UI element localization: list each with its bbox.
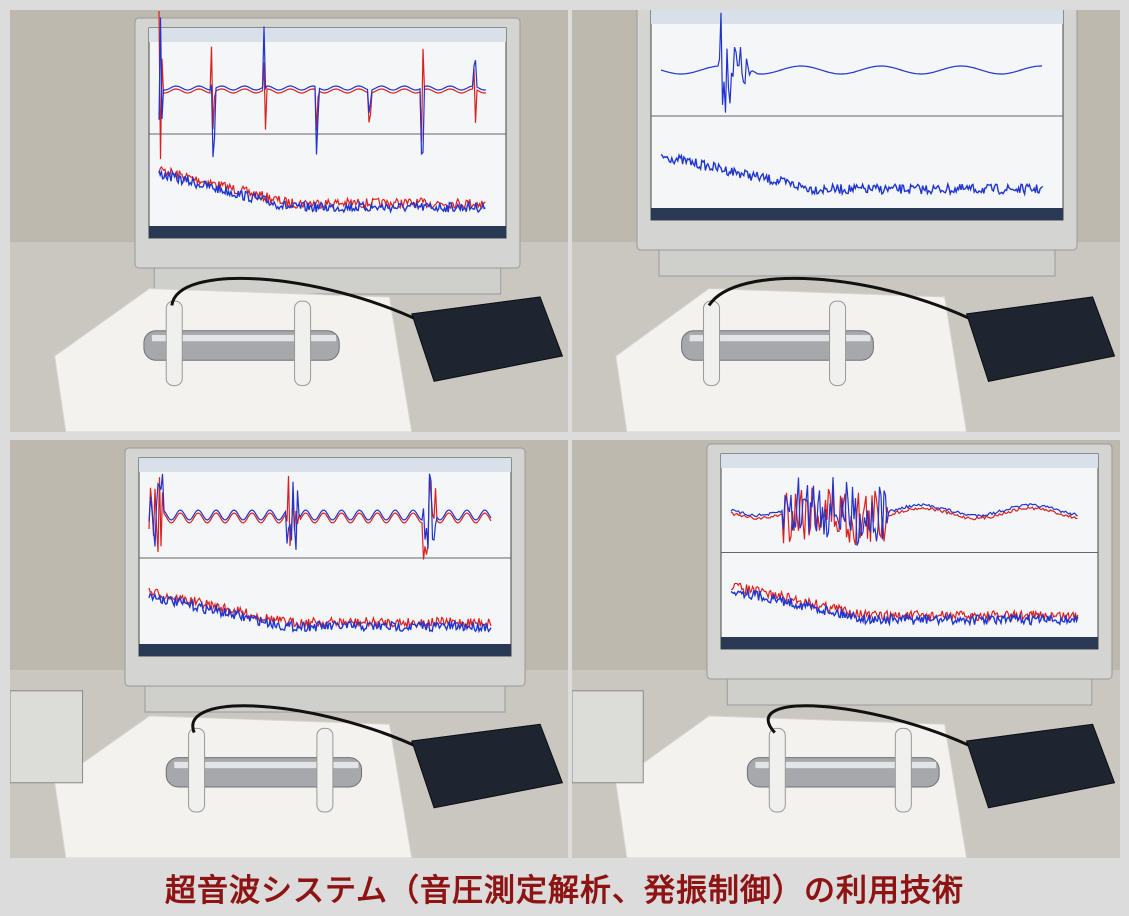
- signal-generator: [10, 691, 83, 783]
- taskbar: [149, 226, 506, 238]
- toolbar: [721, 454, 1098, 468]
- caption: 超音波システム（音圧測定解析、発振制御）の利用技術: [0, 858, 1129, 916]
- photo-panel: [572, 440, 1120, 858]
- taskbar: [139, 644, 511, 656]
- sensor-right: [895, 728, 911, 812]
- sensor-right: [295, 301, 311, 385]
- signal-generator: [572, 691, 643, 783]
- sensor-left: [166, 301, 182, 385]
- sensor-left: [704, 301, 720, 385]
- toolbar: [651, 10, 1063, 24]
- sensor-right: [317, 728, 333, 812]
- toolbar: [139, 458, 511, 472]
- photo-panel: [572, 0, 1120, 432]
- monitor-stand: [659, 250, 1055, 276]
- scene: [10, 10, 568, 432]
- toolbar: [149, 28, 506, 42]
- scene: [10, 440, 568, 858]
- screen: [651, 10, 1063, 220]
- scene: [572, 0, 1120, 432]
- monitor-stand: [727, 679, 1092, 705]
- monitor-stand: [145, 686, 505, 712]
- taskbar: [721, 637, 1098, 649]
- page: 超音波システム（音圧測定解析、発振制御）の利用技術 (() => { const…: [0, 0, 1129, 916]
- taskbar: [651, 208, 1063, 220]
- photo-panel: [10, 440, 568, 858]
- photo-panel: [10, 10, 568, 432]
- sensor-left: [189, 728, 205, 812]
- scene: [572, 440, 1120, 858]
- sensor-left: [769, 728, 785, 812]
- photo-collage: [0, 0, 1129, 858]
- sensor-right: [830, 301, 846, 385]
